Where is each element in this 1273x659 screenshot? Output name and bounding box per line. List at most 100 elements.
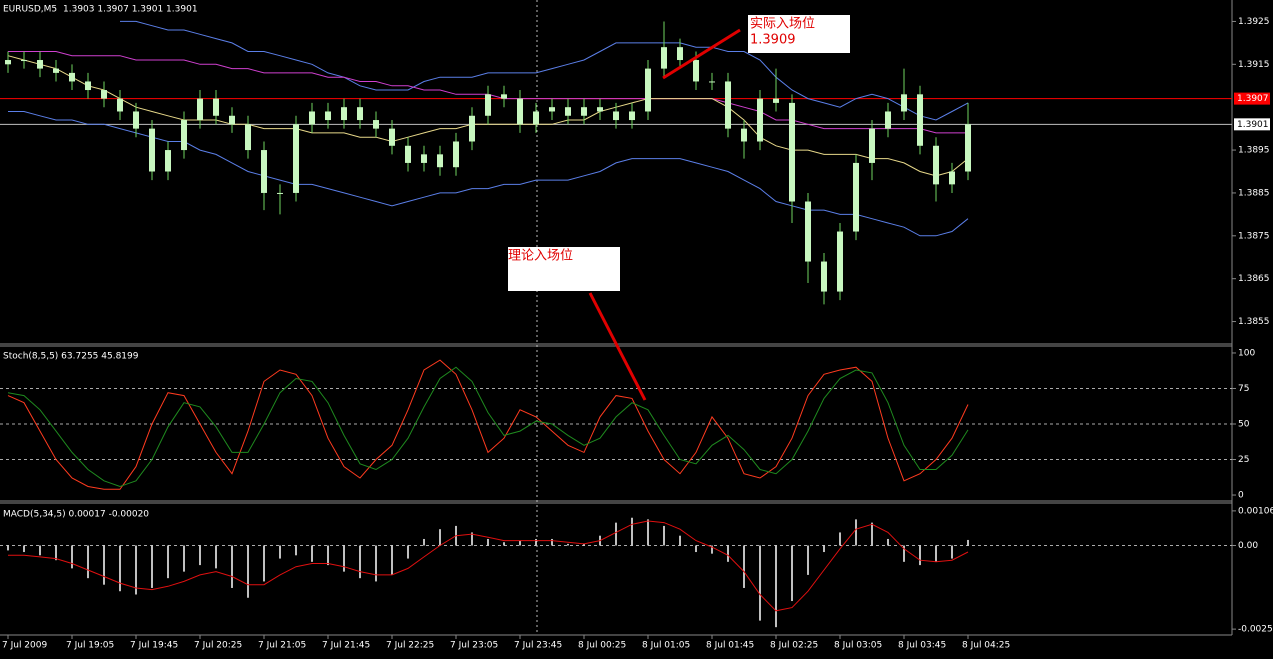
candle-body	[53, 68, 59, 73]
y-tick-label: 1.3875	[1238, 231, 1270, 241]
candle-body	[357, 107, 363, 121]
candle-body	[805, 201, 811, 262]
candle-body	[37, 60, 43, 69]
histogram-bar	[327, 545, 329, 566]
candle-body	[469, 115, 475, 142]
histogram-bar	[295, 545, 297, 556]
candle-body	[229, 115, 235, 125]
x-tick-label: 7 Jul 23:45	[514, 641, 562, 651]
histogram-bar	[375, 545, 377, 582]
histogram-bar	[391, 545, 393, 575]
histogram-bar	[119, 545, 121, 592]
annotation-text: 理论入场位	[508, 249, 573, 264]
candle-body	[213, 98, 219, 116]
candle-body	[309, 111, 315, 125]
histogram-bar	[263, 545, 265, 582]
histogram-bar	[503, 542, 505, 546]
candle-body	[709, 81, 715, 83]
histogram-bar	[311, 545, 313, 562]
series-line	[8, 520, 969, 612]
candle-body	[853, 162, 859, 232]
annotation-text: 实际入场位	[750, 17, 815, 32]
candle-body	[693, 60, 699, 82]
histogram-bar	[487, 538, 489, 546]
candle-body	[197, 98, 203, 121]
histogram-bar	[215, 545, 217, 569]
candle-body	[677, 47, 683, 61]
candle-body	[21, 60, 27, 62]
y-tick-label: 1.3855	[1238, 317, 1270, 327]
histogram-bar	[807, 545, 809, 575]
y-tick-label: 1.3915	[1238, 60, 1270, 70]
y-tick-label: 0	[1238, 491, 1244, 501]
histogram-bar	[471, 532, 473, 546]
candle-body	[501, 94, 507, 99]
price-label: 1.3901	[1237, 120, 1269, 130]
x-tick-label: 8 Jul 02:25	[770, 641, 818, 651]
y-tick-label: 25	[1238, 455, 1249, 465]
x-tick-label: 8 Jul 03:05	[834, 641, 882, 651]
candle-body	[837, 231, 843, 292]
histogram-bar	[887, 538, 889, 546]
candle-body	[261, 150, 267, 193]
candle-body	[613, 111, 619, 121]
histogram-bar	[55, 545, 57, 561]
annotation-box	[748, 15, 850, 53]
candle-body	[437, 154, 443, 168]
series-line	[7, 359, 969, 490]
candle-body	[341, 107, 347, 121]
histogram-bar	[903, 545, 905, 562]
candle-body	[69, 72, 75, 82]
histogram-bar	[743, 545, 745, 588]
y-tick-label: 0.00106	[1238, 506, 1273, 516]
candle-body	[565, 107, 571, 116]
y-tick-label: 1.3865	[1238, 274, 1270, 284]
candle-body	[933, 145, 939, 185]
candle-body	[533, 111, 539, 125]
candle-body	[165, 150, 171, 172]
candle-body	[645, 68, 651, 112]
histogram-bar	[423, 538, 425, 546]
x-tick-label: 7 Jul 22:25	[386, 641, 434, 651]
candle-body	[517, 98, 523, 125]
histogram-bar	[279, 545, 281, 559]
x-tick-label: 7 Jul 19:05	[66, 641, 114, 651]
x-tick-label: 7 Jul 20:25	[194, 641, 242, 651]
histogram-bar	[343, 545, 345, 572]
histogram-bar	[583, 543, 585, 546]
histogram-bar	[7, 545, 9, 551]
candle-body	[133, 111, 139, 129]
histogram-bar	[535, 538, 537, 546]
candle-body	[245, 124, 251, 151]
x-tick-label: 7 Jul 21:05	[258, 641, 306, 651]
candle-body	[965, 124, 971, 172]
candle-body	[581, 107, 587, 116]
series-line	[120, 20, 969, 121]
histogram-bar	[647, 519, 649, 546]
candle-body	[597, 107, 603, 112]
candle-body	[325, 111, 331, 121]
histogram-bar	[919, 545, 921, 566]
histogram-bar	[951, 545, 953, 559]
arrow	[588, 292, 647, 401]
histogram-bar	[759, 545, 761, 621]
candle-body	[629, 111, 635, 121]
histogram-bar	[935, 545, 937, 562]
histogram-bar	[39, 545, 41, 556]
candle-body	[389, 128, 395, 146]
x-tick-label: 8 Jul 01:45	[706, 641, 754, 651]
candle-body	[485, 94, 491, 116]
x-tick-label: 7 Jul 23:05	[450, 641, 498, 651]
histogram-bar	[231, 545, 233, 588]
candle-body	[741, 128, 747, 142]
y-tick-label: 1.3885	[1238, 188, 1270, 198]
y-tick-label: 100	[1238, 348, 1255, 358]
candle-body	[885, 111, 891, 129]
histogram-bar	[871, 522, 873, 546]
candle-body	[661, 47, 667, 69]
histogram-bar	[551, 538, 553, 546]
histogram-bar	[103, 545, 105, 585]
histogram-bar	[23, 545, 25, 553]
histogram-bar	[791, 545, 793, 602]
